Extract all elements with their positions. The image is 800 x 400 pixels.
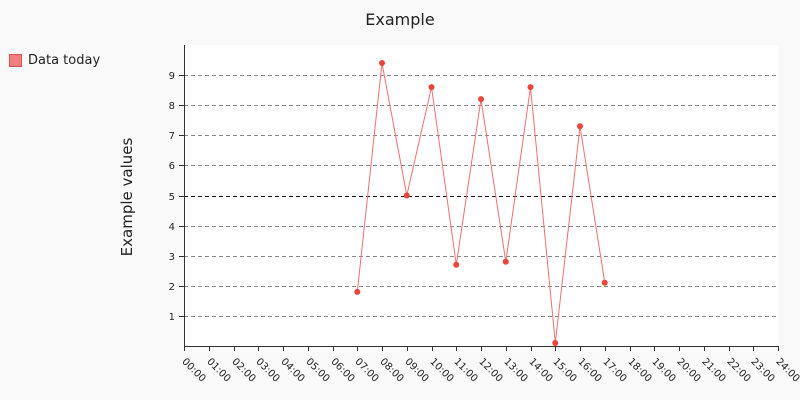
y-tick-label-4: 5 [169,192,175,203]
x-tick-label-21: 21:00 [699,356,727,384]
data-point-9 [577,123,583,130]
legend-label: Data today [28,53,101,68]
plot-background [184,45,778,346]
chart-title: Example [365,10,435,29]
data-point-3 [428,84,435,91]
data-point-1 [379,60,385,67]
x-tick-label-10: 10:00 [427,356,455,384]
x-tick-label-18: 18:00 [625,356,653,384]
y-tick-label-1: 2 [169,282,175,293]
y-tick-label-6: 7 [169,131,175,142]
x-tick-label-1: 01:00 [204,356,232,384]
y-tick-label-8: 9 [169,71,175,82]
x-tick-label-5: 05:00 [303,356,331,384]
y-tick-label-7: 8 [169,101,175,112]
y-tick-label-3: 4 [169,222,175,233]
x-tick-label-15: 15:00 [550,356,578,384]
x-tick-label-17: 17:00 [600,356,628,384]
x-tick-label-6: 06:00 [328,356,356,384]
data-point-10 [601,279,608,286]
data-point-2 [403,192,410,199]
y-tick-label-0: 1 [169,312,175,323]
x-tick-label-14: 14:00 [526,356,554,384]
x-tick-label-3: 03:00 [253,356,281,384]
data-point-5 [478,96,484,103]
x-tick-label-4: 04:00 [278,356,306,384]
x-tick-label-8: 08:00 [377,356,405,384]
x-tick-label-2: 02:00 [229,356,257,384]
x-tick-label-19: 19:00 [649,356,677,384]
data-point-7 [527,84,534,91]
x-tick-label-12: 12:00 [476,356,504,384]
x-tick-label-20: 20:00 [674,356,702,384]
x-tick-label-22: 22:00 [724,356,752,384]
x-tick-label-9: 09:00 [402,356,430,384]
x-tick-label-23: 23:00 [748,356,776,384]
data-point-4 [453,261,460,268]
x-tick-label-16: 16:00 [575,356,603,384]
x-tick-label-11: 11:00 [451,356,479,384]
data-point-8 [552,339,559,346]
y-tick-label-2: 3 [169,252,175,263]
x-tick-label-0: 00:00 [179,356,207,384]
x-tick-label-24: 24:00 [773,356,800,384]
data-point-6 [502,258,509,265]
legend-swatch [9,54,22,67]
data-point-0 [354,288,361,295]
x-tick-label-7: 07:00 [352,356,380,384]
legend: Data today [9,53,100,68]
y-tick-label-5: 6 [169,161,175,172]
x-tick-label-13: 13:00 [501,356,529,384]
